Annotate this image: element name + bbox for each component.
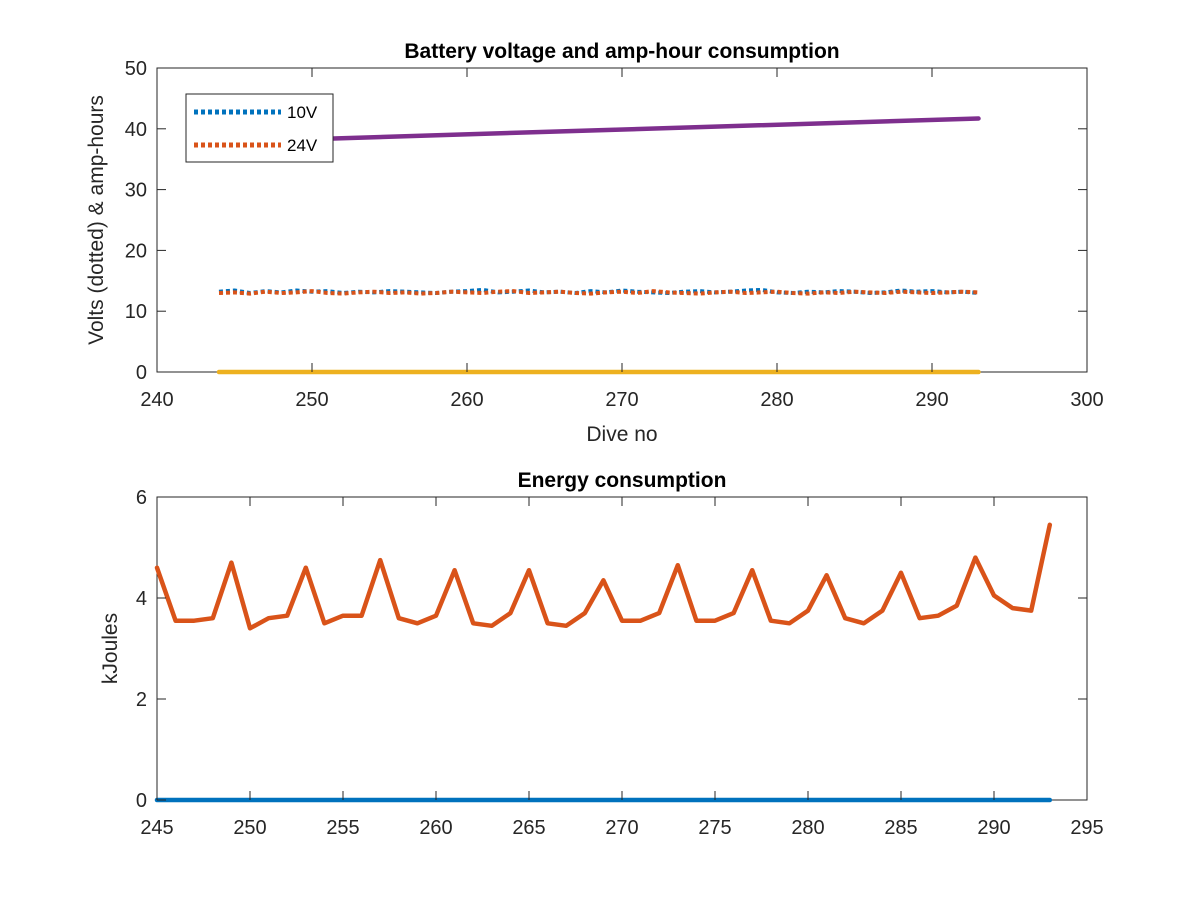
energy-y-tick-label: 0 [136,790,147,812]
voltage-x-tick-label: 240 [140,389,173,411]
energy-x-tick-label: 285 [884,817,917,839]
energy-y-tick-label: 2 [136,689,147,711]
voltage-x-tick-label: 290 [915,389,948,411]
energy-x-tick-label: 270 [605,817,638,839]
voltage-series-line-1 [218,289,979,296]
voltage-x-tick-label: 270 [605,389,638,411]
energy-x-tick-label: 295 [1070,817,1103,839]
voltage-series-group [216,116,981,375]
voltage-axes: 240 250 260 270 280 290 300 0 10 20 30 40 50 Battery… [85,40,1104,446]
voltage-y-axis-label: Volts (dotted) & amp-hours [85,95,108,345]
energy-x-tick-label: 245 [140,817,173,839]
energy-x-tick-label: 290 [977,817,1010,839]
legend-box [185,93,334,163]
voltage-ticks: 240 250 260 270 280 290 300 0 10 20 30 40 50 [125,58,1104,411]
voltage-y-tick-label: 20 [125,240,147,262]
energy-x-tick-label: 250 [233,817,266,839]
energy-chart-title: Energy consumption [518,469,727,492]
legend-label-10v: 10V [287,103,318,122]
voltage-chart-title: Battery voltage and amp-hour consumption [404,40,839,63]
voltage-legend: 10V 24V [185,93,334,163]
energy-axes: 245 250 255 260 265 270 275 280 285 290 295 0 2 4 6 En… [99,469,1104,839]
energy-y-tick-label: 6 [136,487,147,509]
voltage-y-tick-label: 40 [125,119,147,141]
voltage-y-tick-label: 30 [125,180,147,202]
voltage-y-tick-label: 50 [125,58,147,80]
voltage-x-tick-label: 300 [1070,389,1103,411]
legend-label-24v: 24V [287,136,318,155]
voltage-series-line-3 [291,116,981,142]
energy-series-line-1 [154,522,1053,631]
voltage-x-tick-label: 260 [450,389,483,411]
voltage-x-tick-label: 280 [760,389,793,411]
energy-x-tick-label: 265 [512,817,545,839]
voltage-x-axis-label: Dive no [586,423,657,446]
energy-x-tick-label: 255 [326,817,359,839]
energy-x-tick-label: 260 [419,817,452,839]
voltage-x-tick-label: 250 [295,389,328,411]
energy-x-tick-label: 280 [791,817,824,839]
voltage-y-tick-label: 0 [136,362,147,384]
voltage-y-tick-label: 10 [125,301,147,323]
energy-y-axis-label: kJoules [99,613,122,684]
energy-y-tick-label: 4 [136,588,147,610]
energy-x-tick-label: 275 [698,817,731,839]
energy-ticks: 245 250 255 260 265 270 275 280 285 290 295 0 2 4 6 [136,487,1104,839]
energy-axes-box [156,496,1088,801]
